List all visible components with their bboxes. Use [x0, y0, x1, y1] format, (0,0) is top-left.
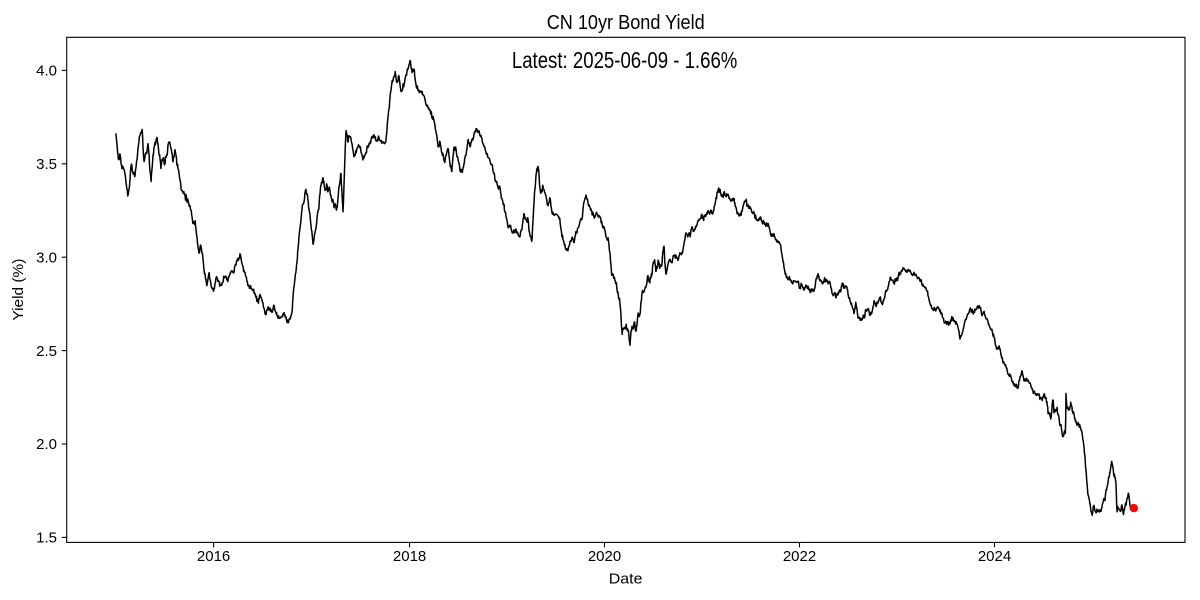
svg-text:3.5: 3.5	[36, 156, 57, 173]
svg-text:CN 10yr Bond Yield: CN 10yr Bond Yield	[547, 11, 705, 34]
svg-text:4.0: 4.0	[36, 63, 57, 80]
svg-text:2018: 2018	[393, 548, 426, 565]
svg-text:2016: 2016	[197, 548, 230, 565]
svg-text:Latest: 2025-06-09 - 1.66%: Latest: 2025-06-09 - 1.66%	[512, 47, 738, 73]
svg-text:Date: Date	[609, 570, 643, 587]
svg-text:2022: 2022	[783, 548, 816, 565]
svg-text:2.0: 2.0	[36, 436, 57, 453]
svg-text:2020: 2020	[588, 548, 621, 565]
svg-text:2024: 2024	[978, 548, 1011, 565]
svg-text:2.5: 2.5	[36, 343, 57, 360]
svg-text:3.0: 3.0	[36, 249, 57, 266]
svg-text:1.5: 1.5	[36, 530, 57, 547]
svg-text:Yield (%): Yield (%)	[10, 259, 27, 321]
